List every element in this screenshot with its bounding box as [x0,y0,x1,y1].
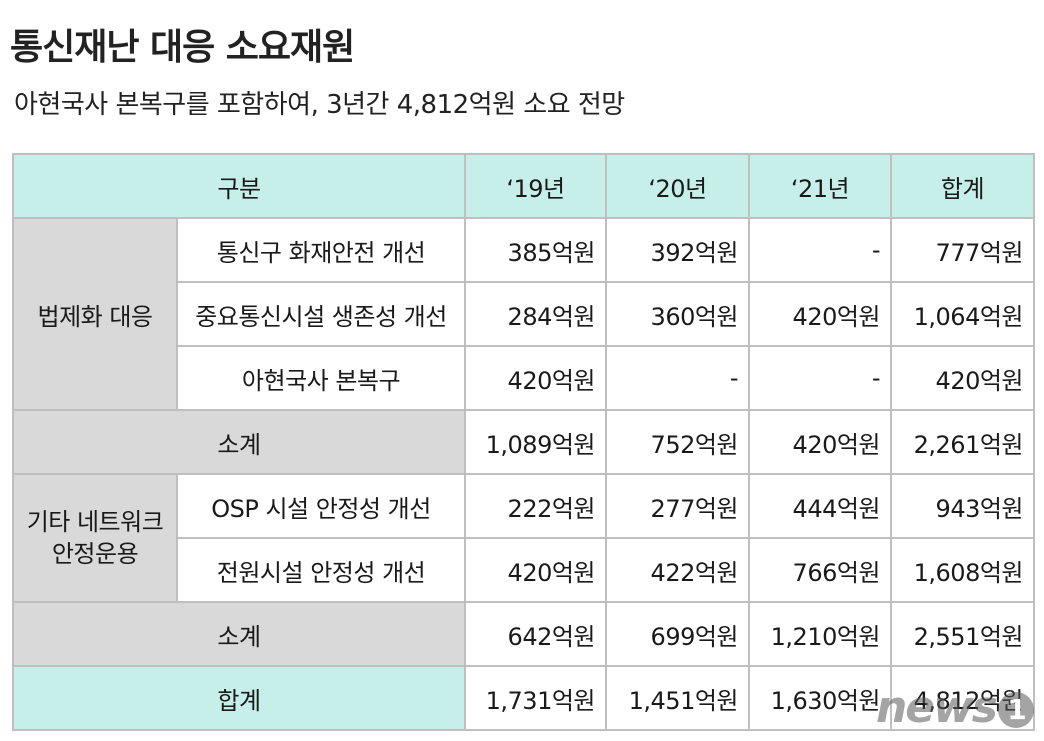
cell-value: 420억원 [464,537,608,603]
total-label: 합계 [11,665,467,731]
row-item: OSP 시설 안정성 개선 [175,473,467,539]
cell-value: 284억원 [464,281,608,347]
group-label-network: 기타 네트워크 안정운용 [12,473,178,603]
table-row: 아현국사 본복구 420억원 - - 420억원 [13,345,1036,411]
table-row: 중요통신시설 생존성 개선 284억원 360억원 420억원 1,064억원 [13,281,1036,347]
subtotal-row: 소계 642억원 699억원 1,210억원 2,551억원 [11,601,1036,667]
column-header-2019: ‘19년 [464,153,608,219]
page-subtitle: 아현국사 본복구를 포함하여, 3년간 4,812억원 소요 전망 [14,90,625,120]
watermark-badge: 1 [998,692,1034,728]
cell-value: 642억원 [464,601,608,667]
row-item: 전원시설 안정성 개선 [175,537,467,603]
subtotal-row: 소계 1,089억원 752억원 420억원 2,261억원 [11,409,1036,475]
table-row: 전원시설 안정성 개선 420억원 422억원 766억원 1,608억원 [13,537,1036,603]
cell-value: 444억원 [748,473,893,539]
cell-value: 943억원 [890,473,1036,539]
cell-value: 752억원 [605,409,751,475]
cell-value: 766억원 [748,537,893,603]
row-item: 아현국사 본복구 [175,345,467,411]
cell-value: 777억원 [890,217,1036,283]
cell-value: 699억원 [605,601,751,667]
cell-value: 385억원 [464,217,608,283]
cell-value: 420억원 [464,345,608,411]
subtotal-label: 소계 [11,409,467,475]
cell-value: 420억원 [748,281,893,347]
cell-value: 1,451억원 [605,665,751,731]
group-label-legal: 법제화 대응 [12,217,178,411]
total-row: 합계 1,731억원 1,451억원 1,630억원 4,812억원 [11,665,1036,731]
cell-value: 1,210억원 [748,601,893,667]
cell-value: 277억원 [605,473,751,539]
cell-value: 1,731억원 [464,665,608,731]
row-item: 중요통신시설 생존성 개선 [175,281,467,347]
column-header-2020: ‘20년 [605,153,751,219]
cell-value: 2,551억원 [890,601,1036,667]
cell-value: - [748,217,893,283]
row-item: 통신구 화재안전 개선 [175,217,467,283]
column-header-2021: ‘21년 [748,153,893,219]
table-row: 기타 네트워크 안정운용 OSP 시설 안정성 개선 222억원 277억원 4… [12,473,1036,603]
cell-value: 1,064억원 [890,281,1036,347]
cell-value: - [748,345,893,411]
page-title: 통신재난 대응 소요재원 [10,27,355,68]
cell-value: 392억원 [605,217,751,283]
table-header-row: 구분 ‘19년 ‘20년 ‘21년 합계 [11,153,1036,219]
group-label-line1: 기타 네트워크 [26,507,164,536]
watermark-text: news [875,682,998,733]
table-row: 법제화 대응 통신구 화재안전 개선 385억원 392억원 - 777억원 [12,217,1036,411]
column-header-category: 구분 [11,153,467,219]
cell-value: 420억원 [890,345,1036,411]
cell-value: - [605,345,751,411]
cell-value: 2,261억원 [890,409,1036,475]
cell-value: 1,089억원 [464,409,608,475]
budget-table: 구분 ‘19년 ‘20년 ‘21년 합계 법제화 대응 통신구 화재안전 개선 … [11,153,1036,731]
subtotal-label: 소계 [11,601,467,667]
cell-value: 422억원 [605,537,751,603]
news1-watermark: news 1 [876,682,1034,733]
column-header-total: 합계 [890,153,1036,219]
cell-value: 1,630억원 [748,665,893,731]
group-label-line2: 안정운용 [51,540,139,568]
cell-value: 1,608억원 [890,537,1036,603]
cell-value: 420억원 [748,409,893,475]
cell-value: 222억원 [464,473,608,539]
cell-value: 360억원 [605,281,751,347]
